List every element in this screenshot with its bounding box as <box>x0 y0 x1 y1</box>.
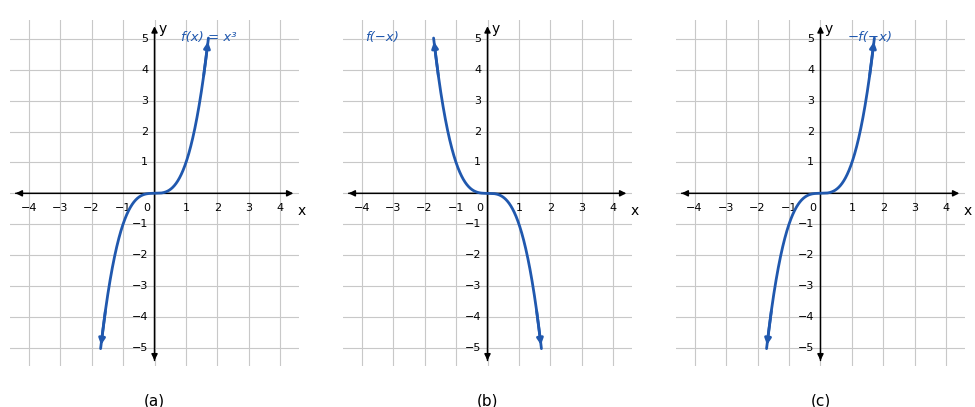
Text: 5: 5 <box>474 34 482 44</box>
Text: f(x) = x³: f(x) = x³ <box>181 31 237 44</box>
Text: 4: 4 <box>474 65 482 75</box>
Text: 1: 1 <box>848 203 855 212</box>
Text: −3: −3 <box>132 281 148 291</box>
Text: 2: 2 <box>807 127 814 136</box>
Text: 4: 4 <box>807 65 814 75</box>
Text: 1: 1 <box>141 158 148 167</box>
Text: 4: 4 <box>277 203 284 212</box>
Text: 1: 1 <box>516 203 523 212</box>
Text: 1: 1 <box>807 158 814 167</box>
Text: 1: 1 <box>182 203 189 212</box>
Text: 0: 0 <box>143 203 151 212</box>
Text: 2: 2 <box>141 127 148 136</box>
Text: 5: 5 <box>141 34 148 44</box>
Text: 2: 2 <box>547 203 554 212</box>
Text: f(−x): f(−x) <box>365 31 399 44</box>
Text: −2: −2 <box>798 250 814 260</box>
Text: 0: 0 <box>809 203 817 212</box>
Text: −5: −5 <box>132 343 148 353</box>
Text: −2: −2 <box>83 203 99 212</box>
Text: 2: 2 <box>474 127 482 136</box>
Text: (b): (b) <box>477 394 498 407</box>
Text: (c): (c) <box>810 394 831 407</box>
Text: 4: 4 <box>141 65 148 75</box>
Text: −1: −1 <box>465 219 482 229</box>
Text: −4: −4 <box>798 312 814 322</box>
Text: −f(−x): −f(−x) <box>847 31 892 44</box>
Text: x: x <box>297 204 306 218</box>
Text: −3: −3 <box>385 203 402 212</box>
Text: y: y <box>824 22 833 36</box>
Text: −1: −1 <box>448 203 464 212</box>
Text: 3: 3 <box>578 203 585 212</box>
Text: −4: −4 <box>465 312 482 322</box>
Text: −3: −3 <box>52 203 68 212</box>
Text: 2: 2 <box>214 203 221 212</box>
Text: −4: −4 <box>20 203 37 212</box>
Text: 5: 5 <box>807 34 814 44</box>
Text: −2: −2 <box>465 250 482 260</box>
Text: 0: 0 <box>477 203 484 212</box>
Text: −1: −1 <box>115 203 132 212</box>
Text: −5: −5 <box>465 343 482 353</box>
Text: −2: −2 <box>416 203 433 212</box>
Text: −4: −4 <box>353 203 370 212</box>
Text: 2: 2 <box>879 203 887 212</box>
Text: −3: −3 <box>465 281 482 291</box>
Text: x: x <box>631 204 639 218</box>
Text: (a): (a) <box>144 394 165 407</box>
Text: −1: −1 <box>798 219 814 229</box>
Text: −3: −3 <box>718 203 734 212</box>
Text: −1: −1 <box>132 219 148 229</box>
Text: y: y <box>158 22 167 36</box>
Text: −5: −5 <box>798 343 814 353</box>
Text: −2: −2 <box>749 203 765 212</box>
Text: 3: 3 <box>807 96 814 106</box>
Text: 4: 4 <box>943 203 950 212</box>
Text: −1: −1 <box>781 203 798 212</box>
Text: 1: 1 <box>474 158 482 167</box>
Text: 3: 3 <box>246 203 253 212</box>
Text: −4: −4 <box>686 203 703 212</box>
Text: y: y <box>491 22 499 36</box>
Text: −4: −4 <box>132 312 148 322</box>
Text: x: x <box>963 204 972 218</box>
Text: −3: −3 <box>798 281 814 291</box>
Text: −2: −2 <box>132 250 148 260</box>
Text: 3: 3 <box>474 96 482 106</box>
Text: 3: 3 <box>141 96 148 106</box>
Text: 4: 4 <box>609 203 617 212</box>
Text: 3: 3 <box>912 203 918 212</box>
